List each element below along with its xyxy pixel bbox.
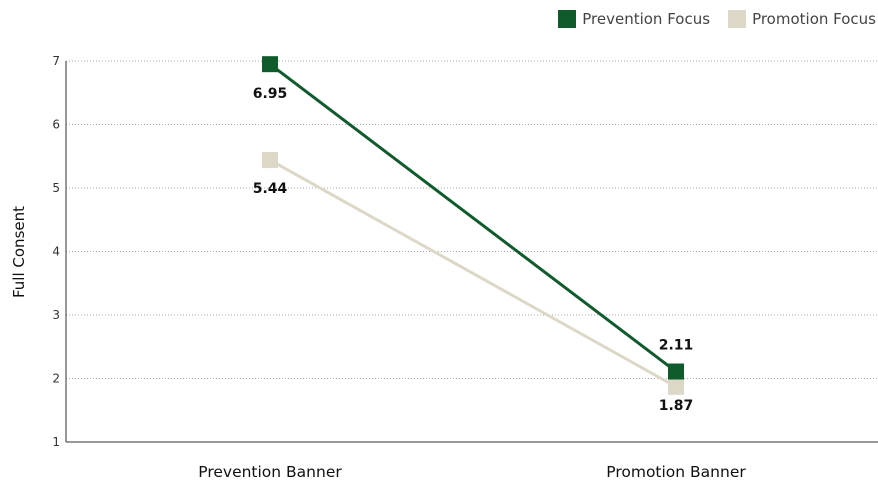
- data-point-0-0: [262, 56, 278, 73]
- data-point-1-0: [262, 152, 278, 169]
- x-category-label-1: Promotion Banner: [606, 463, 746, 481]
- legend-item-promotion-focus: Promotion Focus: [728, 10, 876, 28]
- data-label-1-1: 1.87: [659, 398, 694, 414]
- legend-label-promotion-focus: Promotion Focus: [752, 10, 876, 28]
- y-tick-5: 5: [52, 181, 60, 195]
- legend-swatch-promotion-focus: [728, 10, 747, 28]
- y-tick-7: 7: [52, 54, 60, 68]
- legend: Prevention Focus Promotion Focus: [558, 10, 876, 28]
- data-point-1-1: [668, 378, 684, 395]
- y-tick-2: 2: [52, 372, 60, 386]
- series-line-1: [269, 158, 677, 389]
- legend-swatch-prevention-focus: [558, 10, 577, 28]
- legend-label-prevention-focus: Prevention Focus: [582, 10, 711, 28]
- data-label-0-1: 2.11: [659, 338, 694, 354]
- data-point-0-1: [668, 363, 684, 380]
- x-category-label-0: Prevention Banner: [198, 463, 342, 481]
- y-tick-4: 4: [52, 245, 60, 259]
- y-tick-1: 1: [52, 435, 60, 449]
- y-tick-6: 6: [52, 118, 60, 132]
- data-label-0-0: 6.95: [253, 86, 288, 102]
- legend-item-prevention-focus: Prevention Focus: [558, 10, 710, 28]
- data-label-1-0: 5.44: [253, 181, 288, 197]
- y-tick-3: 3: [52, 308, 60, 322]
- series-line-0: [269, 62, 677, 373]
